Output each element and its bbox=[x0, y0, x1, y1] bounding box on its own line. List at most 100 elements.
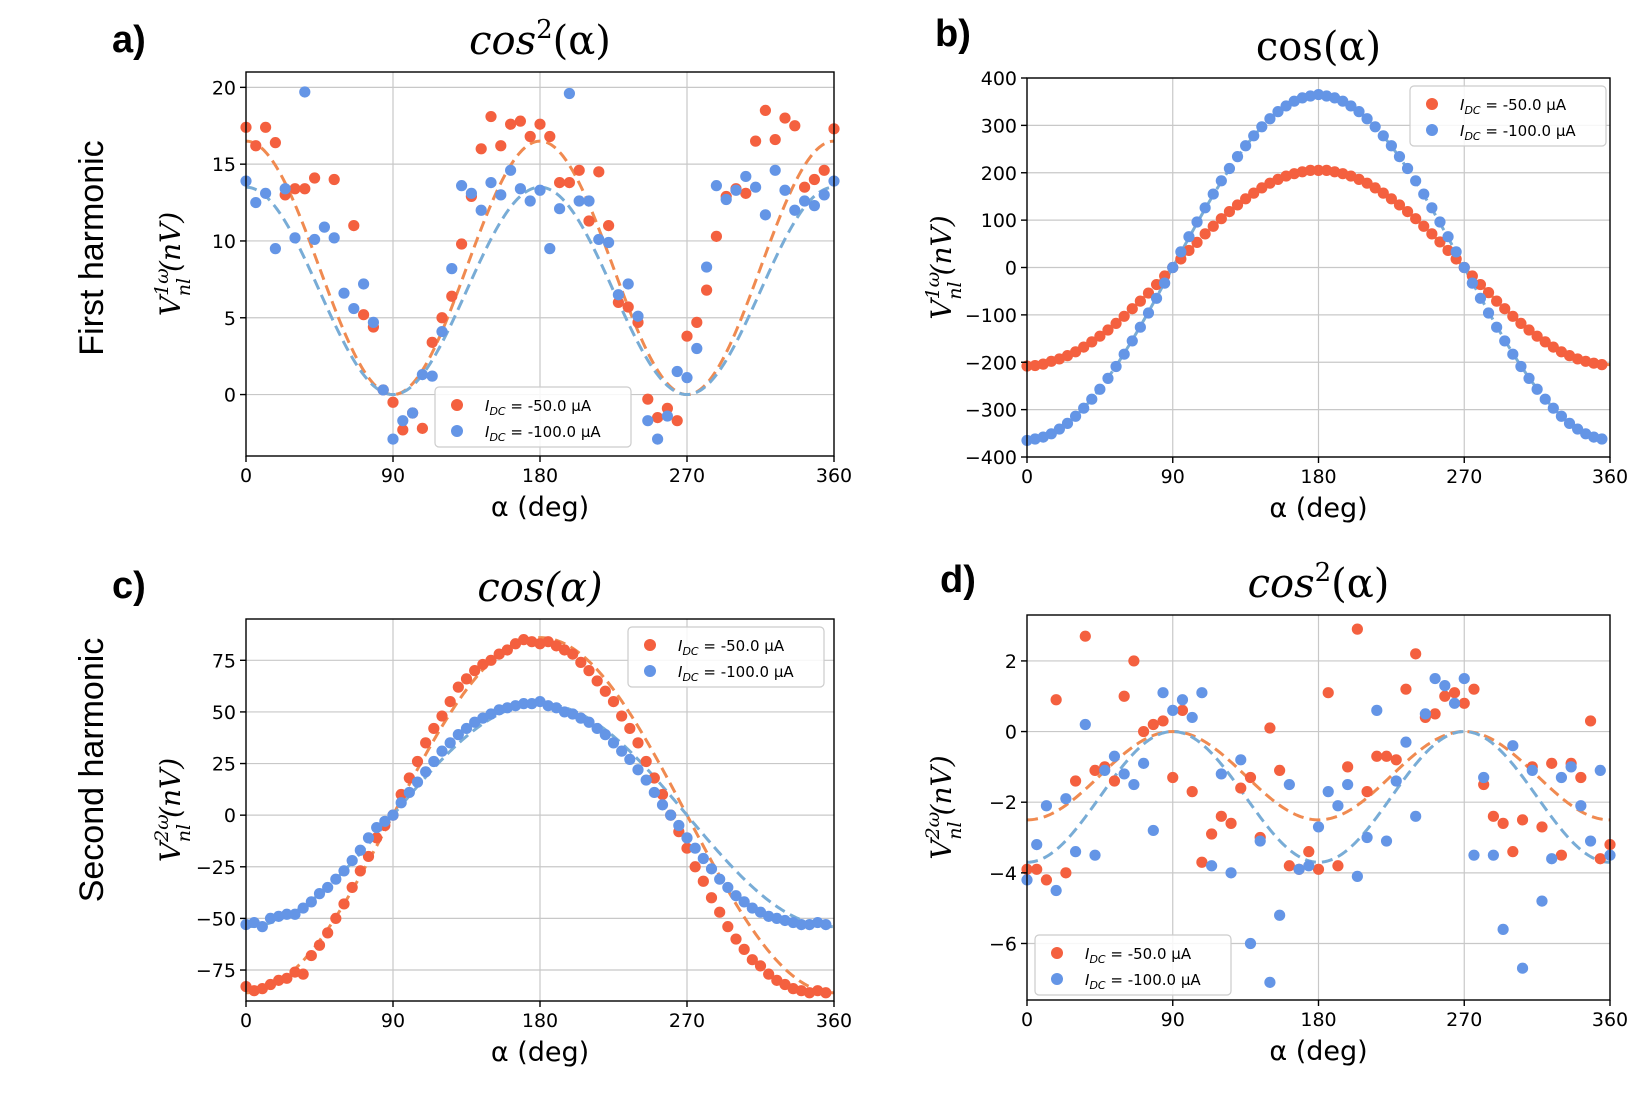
data-point bbox=[328, 173, 340, 186]
data-point bbox=[1244, 937, 1257, 950]
data-point bbox=[1040, 800, 1053, 812]
legend-entry: IDC = -50.0 μA bbox=[485, 397, 592, 418]
data-point bbox=[622, 278, 634, 290]
y-tick-label: −300 bbox=[965, 400, 1017, 422]
data-point bbox=[299, 183, 311, 195]
data-point bbox=[1565, 761, 1577, 773]
data-point bbox=[1575, 800, 1587, 812]
data-point bbox=[795, 919, 807, 931]
panel-letter: b) bbox=[935, 13, 971, 55]
data-point bbox=[256, 921, 268, 933]
data-point bbox=[420, 766, 432, 778]
data-point bbox=[338, 898, 350, 910]
y-tick-label: 400 bbox=[981, 68, 1017, 90]
data-point bbox=[607, 737, 620, 749]
data-point bbox=[1045, 428, 1057, 440]
data-point bbox=[407, 407, 419, 419]
data-point bbox=[348, 220, 360, 232]
data-point bbox=[1069, 846, 1082, 858]
legend-box bbox=[434, 386, 632, 448]
data-point bbox=[730, 890, 742, 902]
data-point bbox=[1206, 860, 1218, 872]
y-tick-label: −75 bbox=[196, 960, 236, 982]
data-point bbox=[1053, 423, 1065, 435]
data-point bbox=[1167, 704, 1179, 716]
y-tick-label: 200 bbox=[981, 163, 1017, 185]
data-point bbox=[665, 809, 677, 821]
data-point bbox=[1401, 162, 1414, 175]
y-tick-label: 0 bbox=[1005, 258, 1017, 280]
data-point bbox=[1594, 853, 1606, 865]
data-point bbox=[1450, 246, 1462, 258]
data-point bbox=[1371, 750, 1383, 762]
data-point bbox=[1332, 860, 1344, 872]
data-point bbox=[416, 368, 428, 381]
data-point bbox=[1134, 321, 1146, 333]
x-tick-label: 270 bbox=[1446, 1009, 1482, 1031]
data-point bbox=[397, 415, 409, 427]
data-point bbox=[387, 396, 399, 408]
data-point bbox=[420, 737, 432, 749]
y-tick-label: 0 bbox=[224, 385, 236, 407]
data-point bbox=[603, 220, 615, 232]
data-point bbox=[691, 316, 703, 328]
x-tick-label: 180 bbox=[1300, 1009, 1336, 1031]
data-point bbox=[1215, 213, 1227, 225]
legend: IDC = -50.0 μA IDC = -100.0 μA bbox=[1034, 934, 1232, 996]
x-axis-label: α (deg) bbox=[1269, 493, 1367, 524]
data-point bbox=[1060, 793, 1072, 805]
legend: IDC = -50.0 μA IDC = -100.0 μA bbox=[627, 626, 825, 688]
data-point bbox=[1118, 690, 1130, 702]
data-point bbox=[1086, 393, 1098, 405]
data-point bbox=[436, 312, 448, 324]
data-point bbox=[763, 968, 775, 980]
panel-letter: a) bbox=[112, 19, 146, 61]
data-point bbox=[738, 943, 750, 955]
chart-panel-1: a) 0 90 180 270 360 0 5 10 15 20 α (deg) V1ωnl(nV) co… bbox=[112, 15, 852, 523]
data-point bbox=[1312, 863, 1325, 875]
data-point bbox=[1215, 810, 1227, 822]
chart-title: cos2(α) bbox=[1248, 558, 1390, 607]
data-point bbox=[1468, 849, 1480, 861]
data-point bbox=[348, 302, 360, 315]
data-point bbox=[1138, 725, 1150, 738]
data-point bbox=[1186, 711, 1198, 724]
y-tick-label: −2 bbox=[989, 792, 1017, 814]
data-point bbox=[661, 402, 674, 414]
data-point bbox=[1108, 775, 1121, 787]
data-point bbox=[1099, 764, 1111, 777]
x-axis-label: α (deg) bbox=[491, 1037, 589, 1068]
data-point bbox=[1167, 771, 1179, 784]
scatter-series-1 bbox=[1021, 164, 1608, 372]
data-point bbox=[1434, 236, 1446, 248]
data-point bbox=[1369, 182, 1381, 194]
data-point bbox=[269, 243, 281, 255]
data-point bbox=[575, 656, 587, 668]
data-point bbox=[1215, 175, 1227, 187]
data-point bbox=[1283, 778, 1295, 791]
x-tick-label: 180 bbox=[522, 1010, 558, 1032]
data-point bbox=[397, 424, 409, 436]
data-point bbox=[689, 842, 701, 854]
data-point bbox=[1536, 895, 1548, 907]
data-point bbox=[444, 737, 456, 749]
data-point bbox=[446, 263, 458, 275]
x-tick-label: 0 bbox=[240, 465, 252, 487]
data-point bbox=[1312, 821, 1325, 833]
x-tick-label: 0 bbox=[1021, 1009, 1033, 1031]
data-point bbox=[534, 118, 546, 130]
data-point bbox=[395, 797, 407, 809]
data-point bbox=[1419, 708, 1431, 720]
data-point bbox=[1575, 771, 1587, 784]
data-point bbox=[1128, 778, 1140, 791]
y-tick-label: 10 bbox=[212, 231, 236, 253]
data-point bbox=[250, 196, 262, 209]
y-axis-label: V1ωnl(nV) bbox=[922, 215, 966, 319]
x-tick-label: 180 bbox=[1300, 466, 1336, 488]
data-point bbox=[1142, 307, 1155, 319]
data-point bbox=[750, 181, 762, 193]
y-tick-label: 2 bbox=[1005, 651, 1017, 673]
data-point bbox=[1516, 962, 1529, 974]
data-point bbox=[1147, 824, 1159, 837]
data-point bbox=[1401, 206, 1414, 218]
